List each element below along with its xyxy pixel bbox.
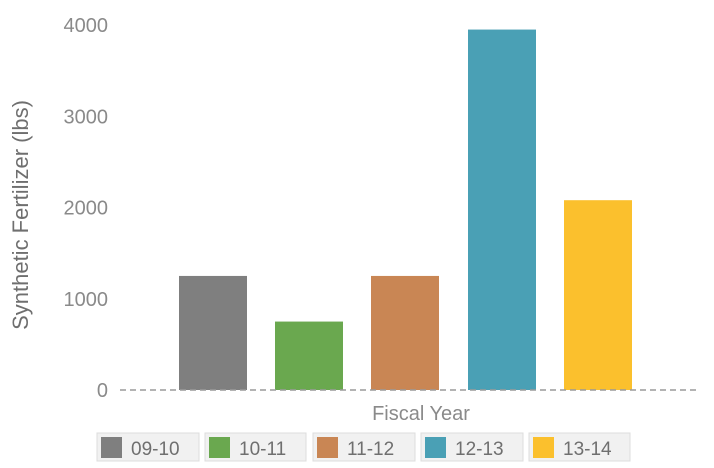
legend-label: 11-12	[347, 439, 394, 460]
legend-item-10-11: 10-11	[204, 432, 307, 462]
bars	[179, 29, 632, 390]
legend-item-12-13: 12-13	[420, 432, 524, 462]
legend-label: 13-14	[563, 439, 612, 460]
legend-item-09-10: 09-10	[96, 432, 200, 462]
y-axis-label: Synthetic Fertilizer (lbs)	[8, 100, 33, 330]
legend-item-11-12: 11-12	[312, 432, 416, 462]
y-ticks: 0 1000 2000 3000 4000	[64, 15, 109, 402]
legend-swatch	[317, 437, 338, 458]
bar-13-14	[564, 200, 632, 390]
bar-10-11	[275, 321, 343, 390]
y-tick-label: 1000	[64, 289, 109, 311]
legend: 09-10 10-11 11-12 12-13 13-14	[96, 432, 631, 462]
bar-09-10	[179, 275, 247, 390]
legend-item-13-14: 13-14	[528, 432, 631, 462]
legend-swatch	[101, 437, 122, 458]
y-tick-label: 0	[97, 380, 108, 402]
legend-label: 12-13	[455, 439, 504, 460]
legend-label: 09-10	[131, 439, 180, 460]
legend-swatch	[425, 437, 446, 458]
legend-label: 10-11	[239, 439, 286, 460]
legend-swatch	[533, 437, 554, 458]
y-tick-label: 2000	[64, 198, 109, 220]
bar-11-12	[371, 275, 439, 390]
y-tick-label: 4000	[64, 15, 109, 37]
legend-swatch	[209, 437, 230, 458]
y-tick-label: 3000	[64, 106, 109, 128]
x-axis-label: Fiscal Year	[372, 403, 470, 425]
bar-12-13	[468, 29, 536, 390]
